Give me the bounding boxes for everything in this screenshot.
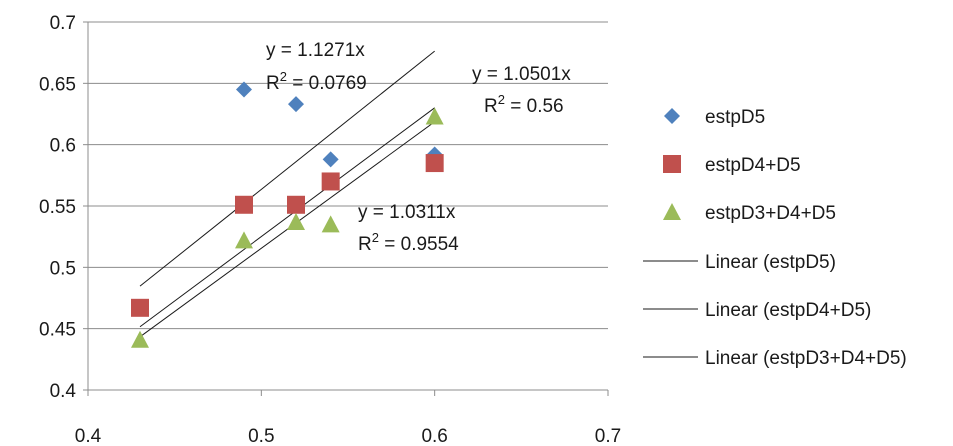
trendline-r-squared: R2 = 0.9554 (358, 230, 459, 255)
data-point-estpD5 (236, 81, 252, 98)
legend-item-estpD4+D5: estpD4+D5 (663, 155, 801, 176)
legend-item-Linear (estpD3+D4+D5): Linear (estpD3+D4+D5) (643, 348, 907, 369)
data-point-estpD3+D4+D5 (425, 107, 444, 125)
y-tick-label: 0.7 (50, 13, 76, 34)
data-point-estpD5 (288, 96, 304, 113)
data-point-estpD4+D5 (235, 195, 253, 214)
y-tick-label: 0.65 (39, 74, 76, 95)
legend-label: estpD4+D5 (705, 155, 801, 176)
trendline-annotations: y = 1.1271x R2 = 0.0769 y = 1.0501x R2 = 0.… (266, 40, 571, 255)
data-point-estpD4+D5 (287, 195, 305, 214)
legend-marker (663, 155, 681, 173)
data-point-estpD5 (322, 151, 339, 168)
x-tick-label: 0.6 (421, 426, 447, 446)
trendline-estpD3+D4+D5 (139, 121, 435, 338)
data-markers (131, 81, 444, 348)
trendline-r-squared: R2 = 0.56 (484, 92, 564, 117)
x-tick-label: 0.7 (595, 426, 621, 446)
y-axis-tick-labels: 0.4 0.45 0.5 0.55 0.6 0.65 0.7 (39, 13, 76, 402)
trendline-r-squared: R2 = 0.0769 (266, 69, 367, 94)
data-point-estpD3+D4+D5 (235, 231, 253, 249)
data-point-estpD4+D5 (321, 172, 340, 191)
legend-marker (663, 203, 681, 220)
data-point-estpD4+D5 (425, 154, 444, 173)
trendline-estpD5 (139, 50, 435, 287)
trendline-equation: y = 1.0501x (472, 64, 571, 85)
trendline-equation: y = 1.1271x (266, 40, 365, 61)
trendline-estpD4+D5 (139, 107, 435, 328)
y-tick-label: 0.5 (50, 258, 76, 279)
data-point-estpD3+D4+D5 (131, 330, 149, 348)
legend-item-Linear (estpD4+D5): Linear (estpD4+D5) (643, 300, 871, 321)
x-tick-label: 0.4 (75, 426, 102, 446)
legend-label: estpD5 (705, 107, 765, 128)
data-point-estpD3+D4+D5 (287, 212, 305, 230)
x-tick-label: 0.5 (248, 426, 274, 446)
legend-label: Linear (estpD5) (705, 252, 836, 273)
trendline-equation: y = 1.0311x (358, 202, 456, 223)
legend-label: estpD3+D4+D5 (705, 203, 836, 224)
y-tick-label: 0.4 (50, 381, 77, 402)
x-axis-tick-labels: 0.4 0.5 0.6 0.7 (75, 426, 621, 446)
gridlines (88, 21, 608, 330)
legend-marker (664, 108, 680, 124)
trendlines (139, 50, 435, 338)
y-tick-label: 0.55 (39, 197, 76, 218)
legend-item-estpD5: estpD5 (664, 107, 765, 128)
legend: estpD5 estpD4+D5 estpD3+D4+D5 Linear (estpD… (643, 107, 907, 369)
legend-label: Linear (estpD3+D4+D5) (705, 348, 907, 369)
data-point-estpD4+D5 (131, 298, 149, 317)
y-tick-label: 0.45 (39, 320, 76, 341)
y-tick-label: 0.6 (50, 136, 76, 157)
legend-item-Linear (estpD5): Linear (estpD5) (643, 252, 836, 273)
legend-item-estpD3+D4+D5: estpD3+D4+D5 (663, 203, 836, 224)
data-point-estpD3+D4+D5 (321, 215, 340, 233)
axes (83, 21, 609, 396)
legend-label: Linear (estpD4+D5) (705, 300, 871, 321)
